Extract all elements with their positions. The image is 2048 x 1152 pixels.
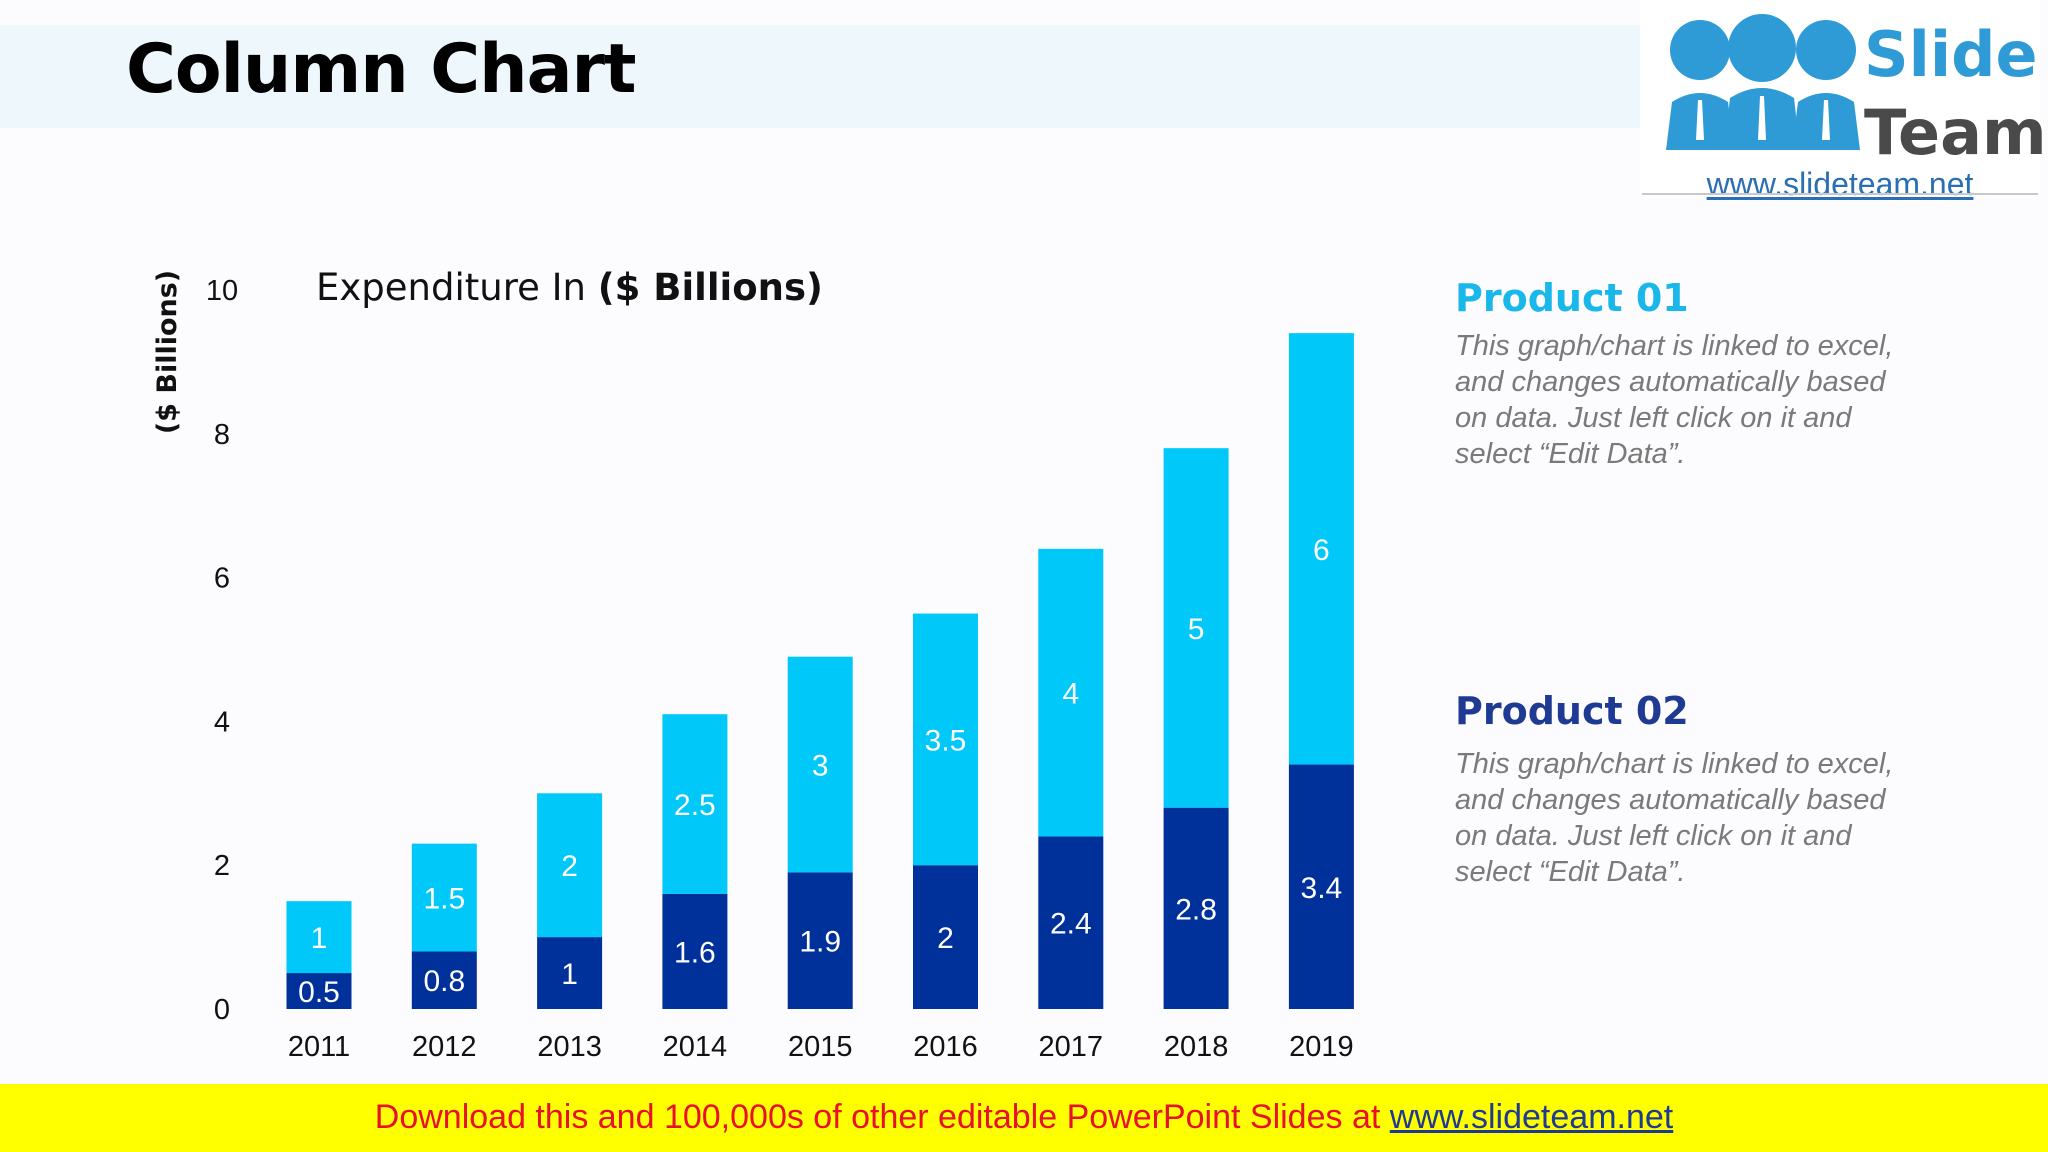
bar-product-02-2013[interactable] — [537, 937, 603, 1009]
bar-product-01-2018[interactable] — [1163, 448, 1229, 808]
x-tick-label: 2019 — [1289, 1031, 1354, 1063]
data-label-product-01: 4 — [1062, 678, 1079, 711]
logo-word-slide: Slide — [1864, 18, 2038, 91]
bar-product-02-2015[interactable] — [787, 872, 853, 1009]
data-label-product-02: 3.4 — [1301, 872, 1343, 905]
chart-title-prefix: Expenditure In — [316, 266, 598, 309]
bar-product-02-2018[interactable] — [1163, 807, 1229, 1009]
footer-text: Download this and 100,000s of other edit… — [0, 1100, 2048, 1134]
y-axis-label: ($ Billions) — [152, 270, 183, 434]
x-tick-label: 2016 — [913, 1031, 978, 1063]
data-label-product-01: 2.5 — [674, 789, 716, 822]
bar-product-01-2019[interactable] — [1288, 333, 1354, 765]
data-label-product-02: 2 — [937, 922, 954, 955]
data-label-product-01: 1.5 — [423, 883, 465, 916]
bar-product-01-2016[interactable] — [913, 613, 978, 866]
chart-title: Expenditure In ($ Billions) — [316, 266, 823, 309]
legend-desc-line: This graph/chart is linked to excel, — [1455, 748, 1894, 780]
bar-product-02-2014[interactable] — [662, 893, 728, 1009]
data-label-product-01: 1 — [311, 922, 328, 955]
legend-desc-line: on data. Just left click on it and — [1455, 820, 1852, 852]
legend-desc-line: on data. Just left click on it and — [1455, 402, 1852, 434]
bar-product-02-2019[interactable] — [1288, 764, 1354, 1009]
data-label-product-02: 0.5 — [298, 976, 340, 1009]
y-tick-label: 0 — [214, 994, 230, 1026]
x-axis-ticks: 2011 2012 2013 2014 2015 2016 2017 2018 2019 — [288, 1031, 1354, 1063]
bar-product-01-2015[interactable] — [787, 656, 853, 873]
y-tick-label: 6 — [214, 563, 230, 595]
data-label-product-02: 1 — [561, 958, 578, 991]
bar-product-01-2012[interactable] — [411, 843, 477, 952]
legend-desc-line: and changes automatically based — [1455, 366, 1886, 398]
chart-title-bold: ($ Billions) — [598, 266, 823, 309]
x-tick-label: 2015 — [788, 1031, 853, 1063]
data-label-product-02: 1.9 — [799, 926, 841, 959]
people-icon — [1666, 14, 1860, 150]
legend-desc-line: select “Edit Data”. — [1455, 438, 1686, 470]
legend-desc-product-01: This graph/chart is linked to excel, and… — [1455, 328, 1945, 472]
data-label-product-02: 2.4 — [1050, 908, 1092, 941]
bar-product-01-2011[interactable] — [286, 901, 352, 974]
footer-link[interactable]: www.slideteam.net — [1389, 1098, 1674, 1136]
legend-title-product-02: Product 02 — [1455, 689, 1689, 733]
data-label-product-02: 0.8 — [423, 965, 465, 998]
x-tick-label: 2014 — [663, 1031, 728, 1063]
title-bar — [0, 25, 1700, 128]
data-label-product-02: 1.6 — [674, 936, 716, 969]
logo-word-team: Team — [1864, 96, 2047, 169]
y-axis-ticks: 0 2 4 6 8 10 — [206, 275, 238, 1026]
footer-message: Download this and 100,000s of other edit… — [374, 1098, 1390, 1136]
bar-product-02-2011[interactable] — [286, 973, 352, 1009]
footer-banner — [0, 1084, 2048, 1152]
data-label-product-01: 2 — [561, 850, 578, 883]
data-label-product-01: 3 — [812, 750, 829, 783]
column-chart[interactable]: Expenditure In ($ Billions) ($ Billions)… — [0, 0, 2048, 1084]
bar-product-01-2013[interactable] — [537, 793, 603, 938]
logo-divider — [1642, 193, 2038, 195]
legend-title-product-01: Product 01 — [1455, 276, 1689, 320]
legend-desc-line: This graph/chart is linked to excel, — [1455, 330, 1894, 362]
data-label-product-02: 2.8 — [1175, 893, 1217, 926]
x-tick-label: 2017 — [1039, 1031, 1104, 1063]
y-tick-label: 10 — [206, 275, 238, 307]
legend-desc-line: and changes automatically based — [1455, 784, 1886, 816]
data-label-product-01: 5 — [1188, 613, 1205, 646]
bar-product-01-2017[interactable] — [1038, 548, 1104, 837]
x-tick-label: 2011 — [288, 1031, 350, 1063]
y-tick-label: 4 — [214, 706, 230, 738]
bar-product-02-2012[interactable] — [411, 951, 477, 1009]
x-tick-label: 2018 — [1164, 1031, 1229, 1063]
bars-group: 0.5 1 0.8 1.5 1 2 1.6 2.5 1.9 3 2 3.5 2.4 4 2.8 5 3.4 6 — [286, 333, 1354, 1009]
y-tick-label: 8 — [214, 419, 230, 451]
bar-product-02-2017[interactable] — [1038, 836, 1104, 1009]
data-label-product-01: 6 — [1313, 534, 1330, 567]
y-tick-label: 2 — [214, 850, 230, 882]
x-tick-label: 2013 — [537, 1031, 602, 1063]
page-title: Column Chart — [126, 30, 637, 109]
legend-desc-line: select “Edit Data”. — [1455, 856, 1686, 888]
x-tick-label: 2012 — [412, 1031, 477, 1063]
bar-product-01-2014[interactable] — [662, 714, 728, 894]
data-label-product-01: 3.5 — [925, 724, 967, 757]
logo[interactable] — [1640, 0, 2040, 196]
legend-desc-product-02: This graph/chart is linked to excel, and… — [1455, 746, 1945, 890]
bar-product-02-2016[interactable] — [913, 865, 978, 1009]
